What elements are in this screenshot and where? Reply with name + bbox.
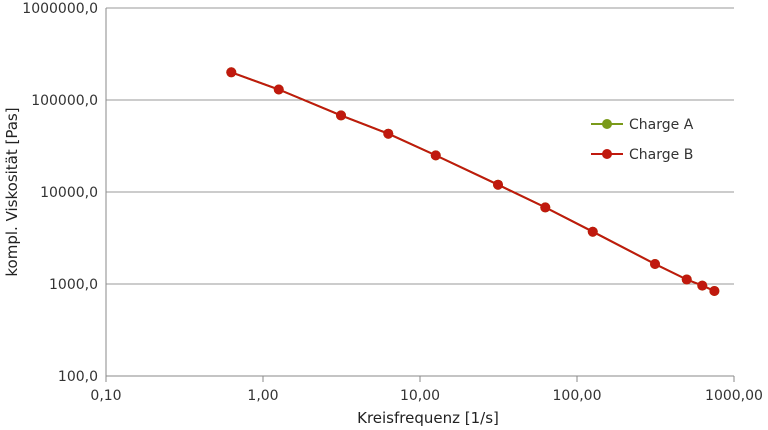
y-tick-label: 1000000,0 (22, 1, 98, 17)
series-line-2 (230, 71, 715, 292)
data-point (493, 179, 504, 190)
legend-label-1: Charge A (629, 117, 694, 133)
y-tick-label: 1000,0 (49, 277, 98, 293)
x-axis-title: Kreisfrequenz [1/s] (357, 409, 499, 427)
legend-label-2: Charge B (629, 147, 693, 163)
data-point (273, 84, 284, 95)
data-point (336, 110, 347, 121)
data-point (697, 280, 708, 291)
x-tick-label: 1000,00 (705, 388, 763, 404)
data-series (226, 67, 720, 296)
y-axis-title: kompl. Viskosität [Pas] (3, 107, 21, 276)
grid-lines (106, 7, 734, 285)
data-point (226, 67, 237, 78)
y-tick-label: 100,0 (58, 369, 98, 385)
data-point (587, 226, 598, 237)
data-point (650, 258, 661, 269)
data-point (681, 274, 692, 285)
y-tick-label: 10000,0 (40, 185, 98, 201)
data-point (540, 202, 551, 213)
legend-marker-2 (602, 149, 612, 159)
data-point (709, 285, 720, 296)
x-tick-label: 0,10 (90, 388, 121, 404)
legend: Charge A Charge B (591, 117, 694, 163)
data-point (383, 128, 394, 139)
x-tick-label: 10,00 (400, 388, 440, 404)
y-tick-label: 100000,0 (31, 93, 98, 109)
axes (105, 8, 735, 382)
tick-labels: 100,0 1000,0 10000,0 100000,0 1000000,0 0,10 1… (22, 1, 763, 404)
x-tick-label: 1,00 (247, 388, 278, 404)
x-tick-label: 100,00 (553, 388, 602, 404)
legend-marker-1 (602, 119, 612, 129)
data-point (430, 150, 441, 161)
